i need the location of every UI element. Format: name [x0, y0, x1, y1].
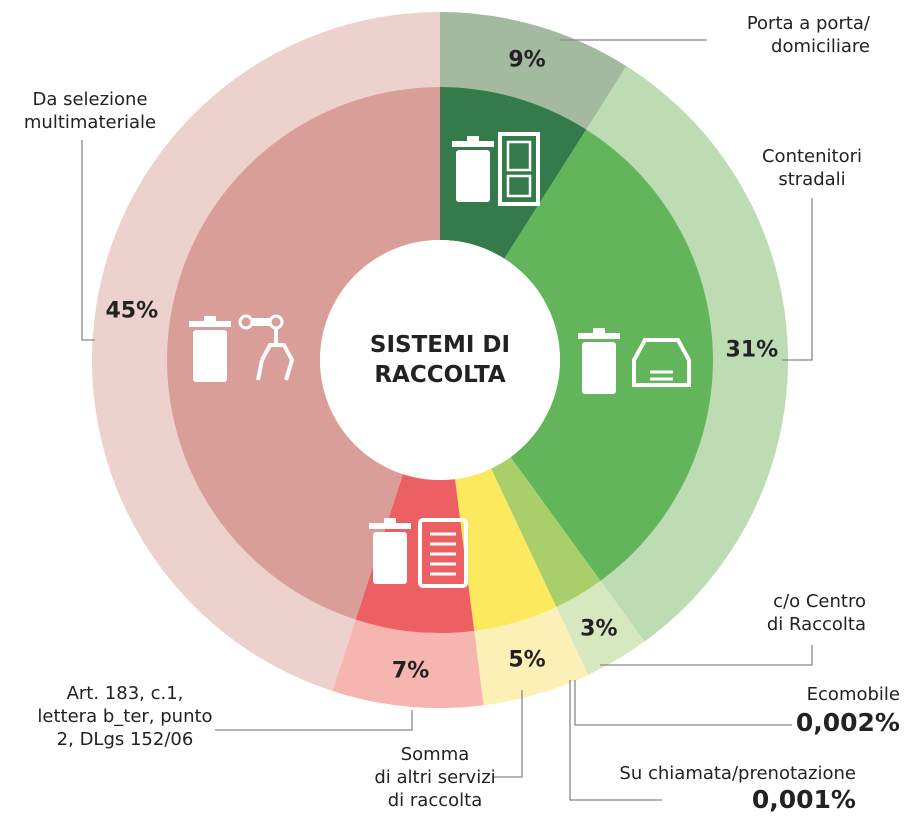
- segment-outer: [440, 12, 627, 130]
- leader: [493, 690, 523, 778]
- rings: [91, 12, 788, 708]
- segment-outer: [556, 607, 589, 675]
- value-label: 9%: [508, 47, 546, 73]
- value-label: 5%: [508, 647, 546, 673]
- value-label: 31%: [725, 337, 779, 363]
- category-label: Su chiamata/prenotazione: [619, 763, 856, 784]
- value-label: 0,002%: [795, 708, 900, 737]
- category-label: Somma di altri servizi di raccolta: [374, 744, 496, 811]
- segment-inner: [491, 468, 557, 608]
- leader: [782, 198, 813, 361]
- value-label: 7%: [391, 658, 430, 684]
- leader: [574, 680, 792, 726]
- segment-inner: [355, 474, 475, 633]
- leader: [81, 140, 95, 341]
- center-hole: [320, 240, 560, 480]
- bin-document-icon: [369, 518, 468, 588]
- bin-robot-icon: [189, 314, 295, 382]
- category-label: Da selezione multimateriale: [23, 89, 157, 133]
- category-label: Art. 183, c.1, lettera b_ter, punto 2, D…: [37, 683, 213, 750]
- leader: [600, 645, 813, 666]
- segment-inner: [491, 457, 601, 608]
- category-label: c/o Centro di Raccolta: [766, 591, 866, 635]
- segment-inner: [166, 87, 440, 620]
- segment-outer: [556, 607, 589, 675]
- segment-inner: [455, 468, 557, 631]
- value-label: 45%: [105, 298, 159, 324]
- category-label: Ecomobile: [806, 684, 900, 705]
- segment-outer: [474, 607, 589, 706]
- bin-car-icon: [578, 328, 691, 394]
- category-label: Contenitori stradali: [761, 146, 862, 190]
- category-label: Porta a porta/ domiciliare: [746, 13, 870, 57]
- bin-door-icon: [452, 132, 540, 206]
- value-label: 0,001%: [751, 785, 856, 814]
- segment-outer: [586, 66, 788, 642]
- segment-outer: [332, 619, 484, 708]
- segment-inner: [491, 468, 557, 608]
- value-label: 3%: [580, 616, 618, 642]
- segment-inner: [440, 87, 587, 259]
- leader: [215, 710, 413, 731]
- leaders: [81, 39, 813, 801]
- segment-outer: [556, 580, 645, 675]
- segment-outer: [91, 12, 441, 691]
- leader: [569, 680, 662, 801]
- icons: [189, 132, 691, 588]
- chart-title: SISTEMI DI RACCOLTA: [369, 332, 511, 388]
